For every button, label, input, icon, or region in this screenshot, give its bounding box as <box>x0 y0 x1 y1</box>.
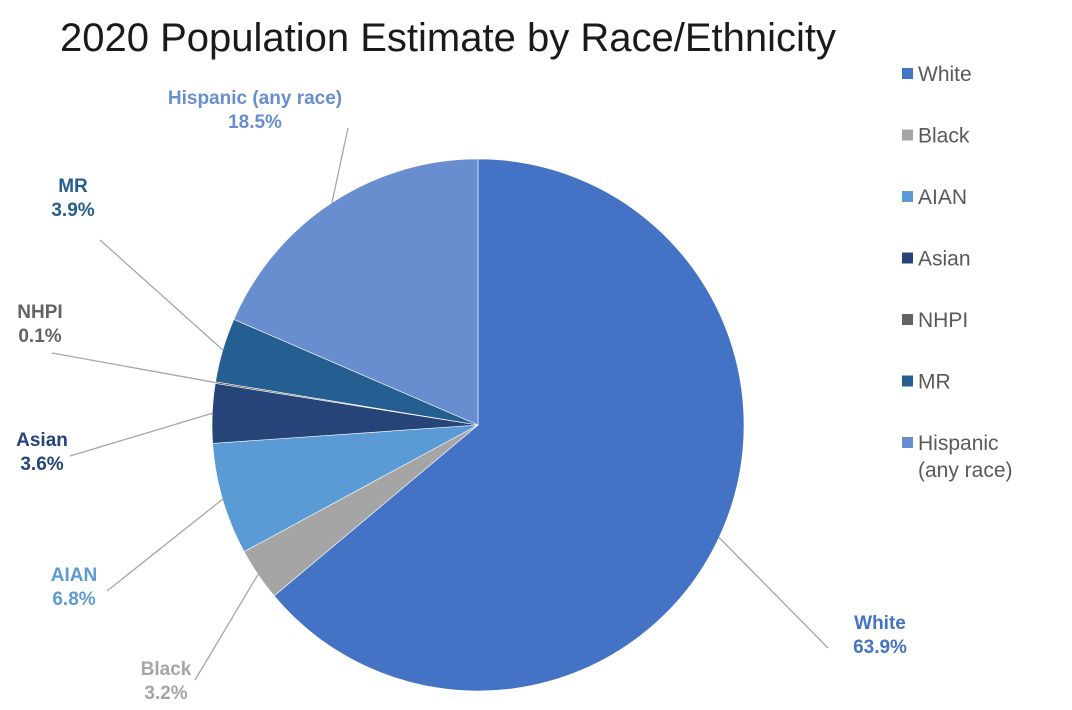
legend-swatch <box>902 375 913 387</box>
data-label-hispanic-any-race: Hispanic (any race) 18.5% <box>168 88 342 133</box>
leader-line-mr <box>99 239 224 351</box>
legend-label: Black <box>918 125 970 148</box>
data-label-nhpi: NHPI 0.1% <box>17 302 62 347</box>
chart-title: 2020 Population Estimate by Race/Ethnici… <box>60 16 836 60</box>
data-label-value: 3.9% <box>51 200 94 221</box>
data-label-category: Hispanic (any race) <box>168 88 342 109</box>
data-label-value: 6.8% <box>52 589 95 610</box>
legend-label: NHPI <box>918 309 968 332</box>
legend-item-aian: AIAN <box>902 186 967 209</box>
leader-line-black <box>194 574 259 681</box>
legend: White Black AIAN Asian NHPI MR Hispanic (any ra… <box>902 63 1013 482</box>
legend-swatch <box>902 437 913 448</box>
legend-swatch <box>902 191 913 202</box>
data-label-category: AIAN <box>51 565 97 586</box>
legend-item-mr: MR <box>902 371 951 394</box>
data-label-category: Asian <box>16 430 68 451</box>
pie-slices <box>211 158 745 692</box>
legend-swatch <box>902 252 913 264</box>
legend-label: AIAN <box>918 186 967 209</box>
legend-swatch <box>902 314 913 325</box>
leader-line-nhpi <box>51 352 216 384</box>
data-label-value: 0.1% <box>18 326 61 347</box>
data-label-category: White <box>854 613 906 634</box>
legend-label: MR <box>918 371 951 394</box>
legend-item-hispanic-any-race: Hispanic (any race) <box>902 432 1013 482</box>
legend-swatch <box>902 68 913 79</box>
legend-label: Asian <box>918 248 971 271</box>
data-label-category: MR <box>58 176 88 197</box>
legend-item-white: White <box>902 63 972 86</box>
legend-item-asian: Asian <box>902 248 971 271</box>
leader-line-hispanic-any-race <box>331 127 349 203</box>
data-label-mr: MR 3.9% <box>51 176 94 221</box>
data-label-category: NHPI <box>17 302 62 323</box>
leader-line-asian <box>69 412 213 457</box>
data-label-value: 3.6% <box>20 454 63 475</box>
legend-item-nhpi: NHPI <box>902 309 968 332</box>
data-labels: White 63.9% Black 3.2% AIAN 6.8% Asian 3.6% NHPI… <box>16 88 907 704</box>
pie-slice-white <box>273 158 745 692</box>
data-label-white: White 63.9% <box>853 613 907 658</box>
data-label-category: Black <box>141 659 192 680</box>
data-label-black: Black 3.2% <box>141 659 192 704</box>
data-label-aian: AIAN 6.8% <box>51 565 97 610</box>
leader-lines <box>51 127 829 681</box>
data-label-asian: Asian 3.6% <box>16 430 68 475</box>
legend-item-black: Black <box>902 125 970 148</box>
data-label-value: 18.5% <box>228 112 282 133</box>
data-label-value: 63.9% <box>853 637 907 658</box>
leader-line-aian <box>106 498 223 592</box>
legend-label: Hispanic (any race) <box>918 432 1013 482</box>
leader-line-white <box>718 537 829 649</box>
legend-swatch <box>902 129 913 141</box>
pie-slice-aian <box>212 424 479 553</box>
pie-slice-hispanic-any-race <box>233 158 479 426</box>
legend-label: White <box>918 63 972 86</box>
data-label-value: 3.2% <box>144 683 187 704</box>
